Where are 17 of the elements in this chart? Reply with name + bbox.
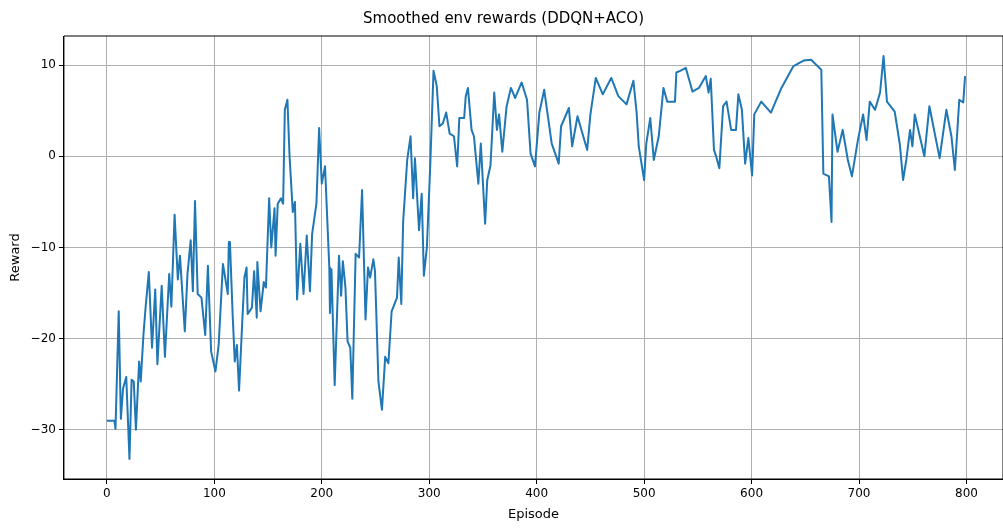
x-tick-label: 400 [525, 486, 549, 501]
y-tick-label: 10 [40, 57, 56, 72]
x-tick-label: 600 [740, 486, 764, 501]
chart-title: Smoothed env rewards (DDQN+ACO) [363, 8, 644, 27]
x-tick-label: 0 [103, 486, 111, 501]
y-tick-label: 0 [48, 148, 56, 163]
x-tick-label: 200 [310, 486, 334, 501]
x-tick-label: 100 [202, 486, 226, 501]
x-tick-label: 800 [955, 486, 978, 501]
y-tick-label: −10 [30, 239, 56, 254]
x-tick-label: 300 [417, 486, 441, 501]
y-axis-title: Reward [7, 233, 23, 282]
y-tick-label: −20 [30, 330, 56, 345]
y-tick-label: −30 [30, 421, 56, 436]
x-tick-label: 700 [847, 486, 871, 501]
x-axis-title: Episode [507, 505, 559, 521]
x-tick-label: 500 [632, 486, 656, 501]
